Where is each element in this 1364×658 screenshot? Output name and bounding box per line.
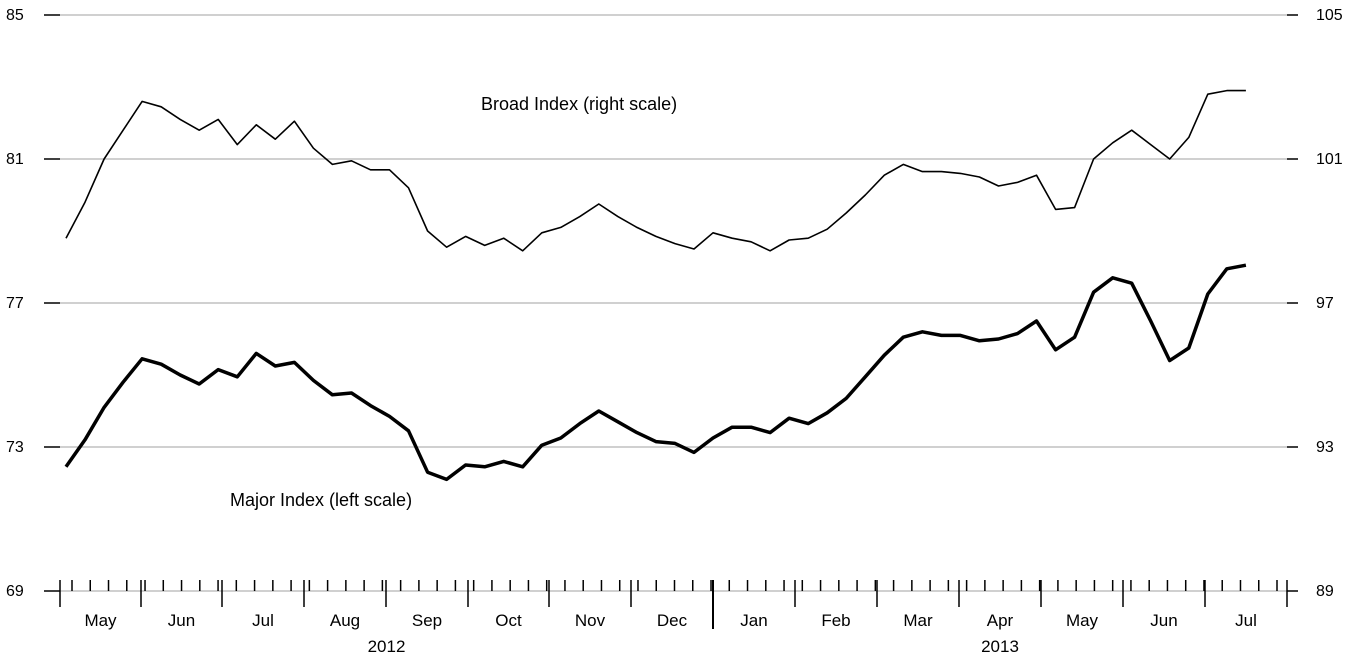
right-tick-label: 101	[1316, 151, 1343, 168]
gridlines	[60, 14, 1287, 448]
month-label: Jan	[740, 611, 767, 630]
left-tick-label: 81	[6, 151, 24, 168]
month-label: Feb	[821, 611, 850, 630]
month-label: Jul	[1235, 611, 1257, 630]
month-label: Dec	[657, 611, 688, 630]
right-tick-label: 89	[1316, 583, 1334, 600]
month-label: Mar	[903, 611, 933, 630]
year-label: 2012	[368, 637, 406, 656]
month-label: Jun	[168, 611, 195, 630]
year-label: 2013	[981, 637, 1019, 656]
broad-index-annotation: Broad Index (right scale)	[481, 94, 677, 114]
major-index-line	[64, 263, 1247, 482]
month-label: Nov	[575, 611, 606, 630]
month-label: Oct	[495, 611, 522, 630]
left-tick-label: 69	[6, 583, 24, 600]
right-tick-label: 93	[1316, 439, 1334, 456]
left-y-axis: 69 73 77 81 85	[6, 7, 60, 600]
month-label: May	[1066, 611, 1099, 630]
month-label: Sep	[412, 611, 442, 630]
month-label: Jun	[1150, 611, 1177, 630]
left-tick-label: 77	[6, 295, 24, 312]
month-label: Aug	[330, 611, 360, 630]
month-label: May	[84, 611, 117, 630]
month-label: Apr	[987, 611, 1014, 630]
right-y-axis: 89 93 97 101 105	[1287, 7, 1343, 600]
x-axis: May Jun Jul Aug Sep Oct Nov Dec Jan Feb Mar Apr May J…	[59, 580, 1288, 656]
right-tick-label: 97	[1316, 295, 1334, 312]
series-group	[64, 89, 1247, 482]
broad-index-line	[65, 89, 1246, 252]
major-index-annotation: Major Index (left scale)	[230, 490, 412, 510]
right-tick-label: 105	[1316, 7, 1343, 24]
left-tick-label: 85	[6, 7, 24, 24]
left-tick-label: 73	[6, 439, 24, 456]
month-label: Jul	[252, 611, 274, 630]
